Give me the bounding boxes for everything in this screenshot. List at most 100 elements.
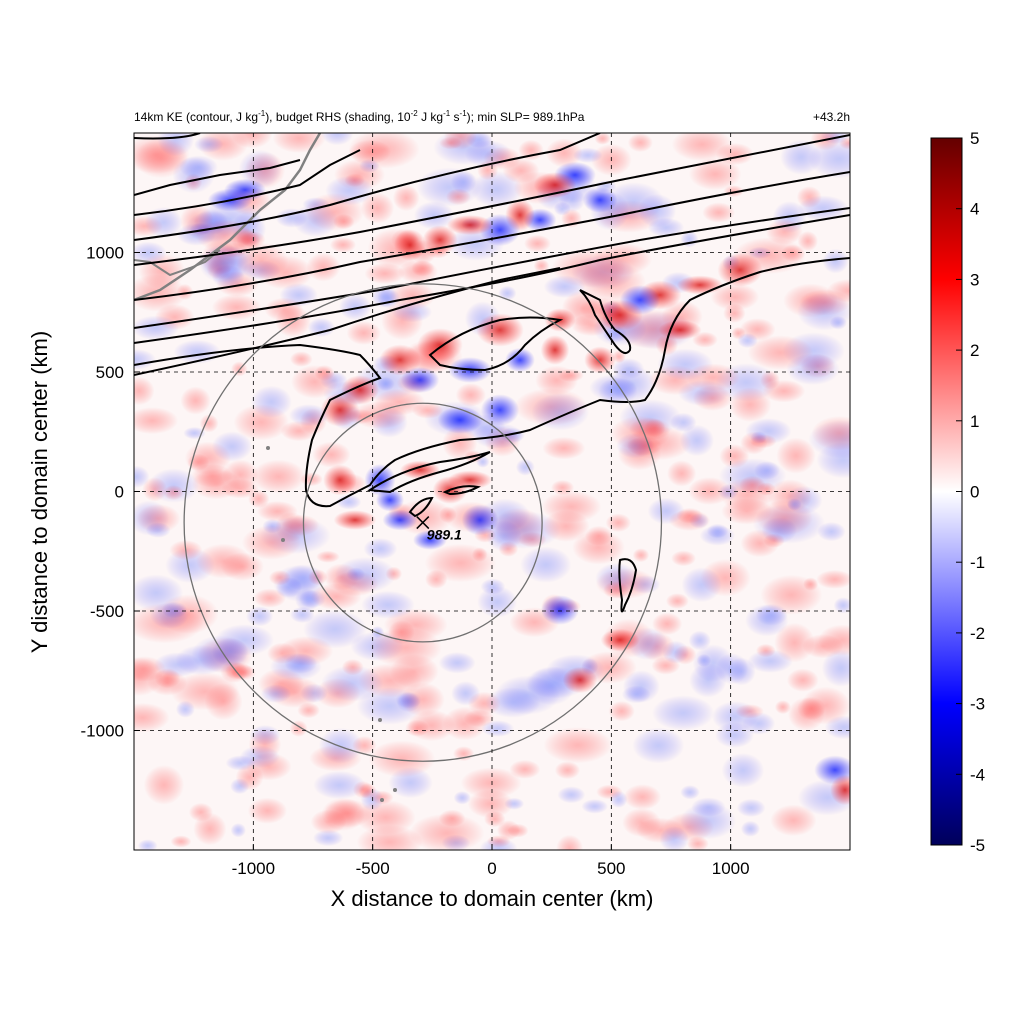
shade-cell [787, 697, 825, 731]
shade-cell [598, 377, 638, 406]
ke-contour [428, 316, 564, 372]
shade-cell [245, 606, 274, 627]
shade-cell [325, 175, 374, 206]
coastline [134, 133, 397, 802]
shade-cell [360, 192, 395, 224]
shade-cell [710, 283, 760, 311]
island [380, 798, 384, 802]
shade-cell [230, 823, 246, 838]
radius-ring [302, 402, 543, 643]
shade-cell [686, 363, 741, 392]
shade-cell [341, 658, 364, 676]
shade-cell [776, 437, 816, 474]
shade-cell [740, 431, 768, 455]
island [393, 788, 397, 792]
ke-contour [408, 496, 434, 518]
shade-cell [143, 765, 185, 805]
island [266, 446, 270, 450]
shade-feature [830, 774, 850, 806]
y-tick-label: 500 [96, 363, 124, 382]
shade-cell [443, 133, 477, 150]
shade-cell [808, 139, 850, 179]
ke-contour [134, 214, 850, 344]
shade-cell [450, 170, 477, 194]
shade-feature [400, 366, 440, 394]
shade-cell [291, 365, 339, 399]
shade-feature [540, 595, 580, 625]
shade-cell [681, 567, 722, 603]
colorbar-ticks: -5 -4 -3 -2 -1 0 1 2 3 4 5 [956, 129, 985, 855]
shade-cell [134, 407, 179, 435]
ke-contour [134, 133, 201, 140]
shade-cell [762, 379, 806, 403]
shade-cell [289, 720, 308, 737]
colorbar-tick-label: 5 [970, 129, 979, 148]
shade-cell [688, 630, 711, 651]
shade-cell [134, 315, 180, 341]
shade-cell [191, 468, 242, 500]
shade-cell [368, 740, 436, 778]
shade-cell [157, 133, 195, 157]
shade-cell [632, 727, 685, 764]
colorbar-tick-label: 1 [970, 412, 979, 431]
shade-feature [600, 628, 640, 652]
y-tick-label: -500 [90, 602, 124, 621]
shade-cell [241, 525, 302, 560]
x-tick-label: -1000 [232, 859, 275, 878]
ke-contour [134, 133, 601, 241]
shade-cell [195, 543, 251, 579]
shade-cell [509, 759, 541, 779]
shade-feature [505, 347, 535, 373]
shade-cell [409, 813, 485, 850]
shade-cell [260, 684, 292, 704]
shade-cell [303, 609, 368, 649]
shade-cell [338, 293, 372, 321]
shade-cell [824, 715, 850, 740]
shade-cell [175, 700, 195, 718]
shade-cell [235, 242, 289, 279]
shade-cell [545, 138, 583, 168]
shade-cell [833, 597, 850, 614]
shade-cell [558, 368, 584, 382]
shade-cell [721, 498, 773, 525]
colorbar-tick-label: -4 [970, 765, 985, 784]
shade-cell [786, 498, 802, 511]
shade-cell [369, 627, 442, 668]
shade-cell [692, 331, 718, 348]
storm-center: 989.1 [416, 516, 462, 543]
shade-cell [442, 706, 487, 741]
shade-cell [188, 802, 214, 822]
shade-cell [145, 522, 171, 538]
y-tick-label: -1000 [81, 722, 124, 741]
shade-cell [736, 798, 766, 818]
shade-feature [584, 346, 616, 374]
shade-feature [447, 470, 493, 490]
shade-cell [817, 521, 846, 542]
shade-cell [411, 260, 435, 277]
colorbar-tick-label: -3 [970, 695, 985, 714]
shade-cell [659, 826, 689, 850]
ke-contour [134, 159, 301, 196]
shade-cell [250, 385, 292, 419]
shade-cell [451, 681, 481, 706]
shade-cell [760, 574, 823, 615]
time-label: +43.2h [813, 110, 850, 124]
shade-cell [668, 509, 711, 532]
shade-cell [175, 644, 228, 676]
plot-area [134, 133, 850, 850]
shade-feature [562, 666, 598, 694]
shade-cell [723, 303, 746, 323]
shade-cell [180, 386, 211, 415]
shade-cell [183, 426, 206, 440]
shade-cell [774, 700, 791, 715]
colorbar-tick-label: 3 [970, 270, 979, 289]
shade-feature [658, 320, 702, 340]
shade-cell [289, 404, 329, 427]
shade-cell [479, 837, 518, 850]
shade-feature [413, 530, 447, 550]
shade-cell [400, 682, 445, 717]
shade-cell [786, 668, 819, 692]
colorbar-tick-label: -1 [970, 553, 985, 572]
ke-contour [134, 149, 361, 216]
